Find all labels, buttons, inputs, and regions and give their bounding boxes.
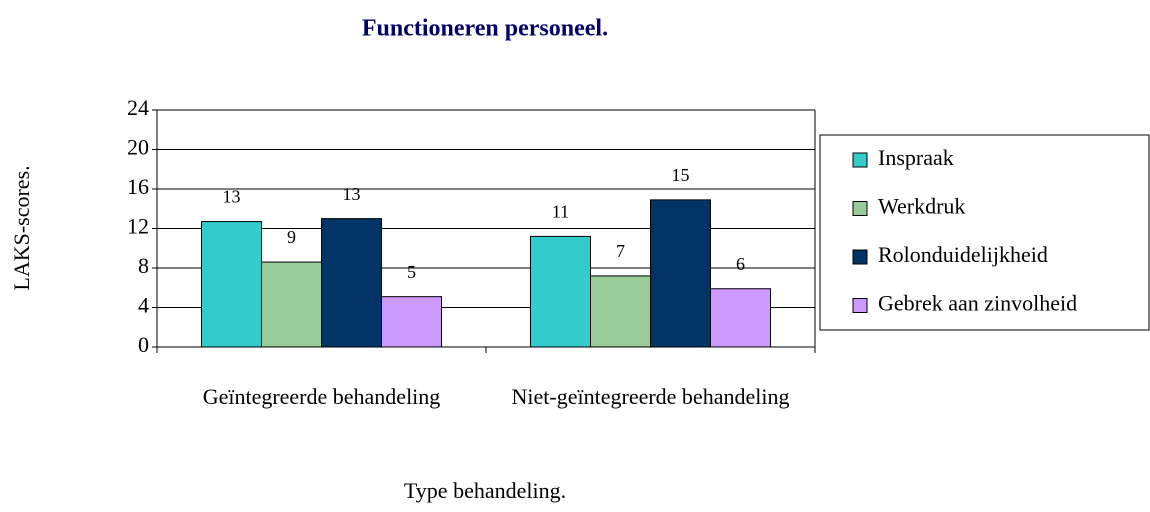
x-tick-label: Niet-geïntegreerde behandeling xyxy=(511,384,790,409)
bar xyxy=(590,275,651,348)
chart-title: Functioneren personeel. xyxy=(362,16,608,42)
value-label: 9 xyxy=(287,227,296,247)
y-tick-label: 8 xyxy=(138,253,149,278)
legend-label: Rolonduidelijkheid xyxy=(878,242,1048,267)
bar xyxy=(261,261,322,348)
value-label: 13 xyxy=(223,187,241,207)
value-label: 6 xyxy=(736,254,745,274)
legend-label: Gebrek aan zinvolheid xyxy=(878,291,1077,316)
bar xyxy=(201,221,262,348)
value-label: 15 xyxy=(672,165,690,185)
value-label: 11 xyxy=(552,202,569,222)
legend-box xyxy=(819,134,1150,331)
legend-label: Werkdruk xyxy=(878,194,965,219)
y-tick-label: 16 xyxy=(127,174,149,199)
bar xyxy=(650,199,711,348)
bar xyxy=(530,235,591,348)
x-axis-title: Type behandeling. xyxy=(404,478,566,503)
y-tick-label: 4 xyxy=(138,293,149,318)
legend-swatch xyxy=(852,298,868,313)
y-tick-label: 0 xyxy=(138,332,149,357)
bar xyxy=(710,288,771,348)
bar xyxy=(381,296,442,348)
y-tick-label: 24 xyxy=(127,95,149,120)
legend-swatch xyxy=(852,152,868,168)
value-label: 13 xyxy=(343,184,361,204)
y-tick-label: 20 xyxy=(127,135,149,160)
bar xyxy=(321,218,382,348)
value-label: 7 xyxy=(616,241,625,261)
y-axis-title: LAKS-scores. xyxy=(9,165,34,290)
value-label: 5 xyxy=(407,262,416,282)
legend-swatch xyxy=(852,201,868,216)
legend-swatch xyxy=(852,249,868,265)
legend-label: Inspraak xyxy=(878,145,954,170)
x-tick-label: Geïntegreerde behandeling xyxy=(202,384,441,409)
y-tick-label: 12 xyxy=(127,214,149,239)
